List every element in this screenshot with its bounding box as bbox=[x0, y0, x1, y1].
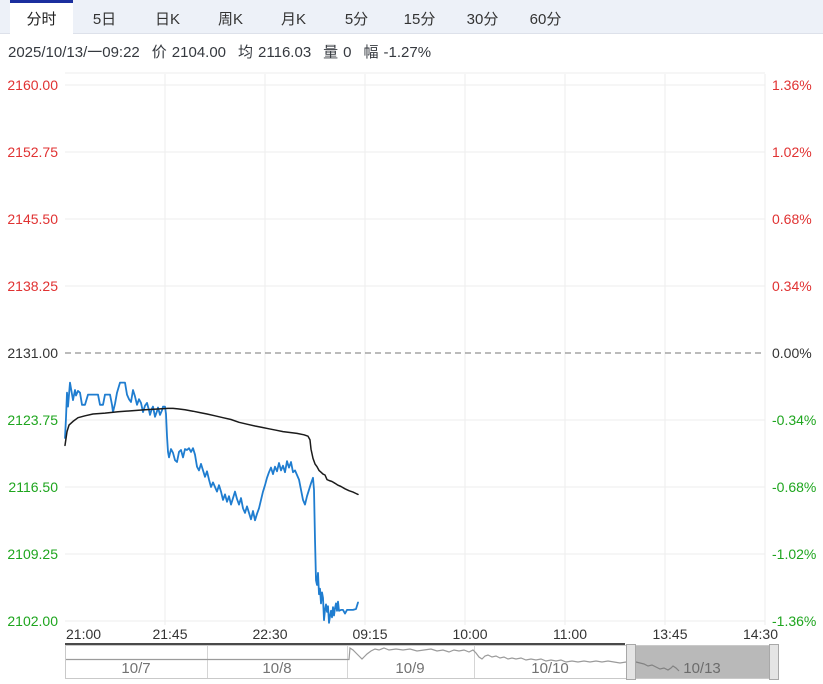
average-line bbox=[64, 407, 359, 496]
tab-日K[interactable]: 日K bbox=[154, 10, 180, 28]
x-axis-line bbox=[65, 643, 625, 645]
tab-月K[interactable]: 月K bbox=[280, 10, 306, 28]
period-tab-bar: 分时 5日 日K 周K 月K 5分 15分 30分 60分 bbox=[0, 0, 823, 34]
y-axis-right-label: 1.02% bbox=[772, 144, 812, 160]
change-label: 幅 bbox=[363, 43, 379, 61]
navigator-cell-divider bbox=[474, 646, 475, 678]
x-axis-label: 10:00 bbox=[452, 626, 487, 642]
price-line bbox=[64, 381, 359, 624]
y-axis-left-label: 2138.25 bbox=[7, 278, 58, 294]
tab-5分[interactable]: 5分 bbox=[344, 10, 369, 28]
y-axis-left-label: 2152.75 bbox=[7, 144, 58, 160]
intraday-chart[interactable]: 2160.00 1.36% 2152.75 1.02% 2145.50 0.68% 2138… bbox=[0, 68, 823, 645]
y-axis-right-label: 0.34% bbox=[772, 278, 812, 294]
quote-change-group: 幅 -1.27% bbox=[364, 41, 432, 62]
x-axis-label: 21:00 bbox=[66, 626, 101, 642]
y-axis-left-label: 2160.00 bbox=[7, 77, 58, 93]
navigator-date-10/13[interactable]: 10/13 bbox=[683, 660, 721, 677]
navigator-date-10/7[interactable]: 10/7 bbox=[121, 660, 151, 677]
volume-value: 0 bbox=[343, 43, 352, 61]
y-axis-right-label: -1.36% bbox=[772, 613, 816, 629]
price-label: 价 bbox=[151, 43, 167, 61]
y-axis-left-label: 2109.25 bbox=[7, 546, 58, 562]
navigator-cell-divider bbox=[207, 646, 208, 678]
navigator-date-10/8[interactable]: 10/8 bbox=[262, 660, 292, 677]
tab-5日[interactable]: 5日 bbox=[92, 10, 117, 28]
y-axis-left-label: 2116.50 bbox=[8, 479, 58, 495]
volume-label: 量 bbox=[323, 43, 339, 61]
navigator-date-10/9[interactable]: 10/9 bbox=[395, 660, 425, 677]
navigator-right-handle[interactable] bbox=[769, 644, 779, 680]
change-value: -1.27% bbox=[383, 43, 432, 61]
navigator-selected-range[interactable] bbox=[636, 646, 769, 678]
y-axis-right-label: 1.36% bbox=[772, 77, 812, 93]
date-range-navigator[interactable]: 10/7 10/8 10/9 10/10 10/13 bbox=[65, 644, 779, 680]
x-axis-label: 11:00 bbox=[553, 626, 587, 642]
navigator-cell-divider bbox=[347, 646, 348, 678]
y-axis-right-label: 0.00% bbox=[772, 345, 812, 361]
y-axis-right-label: -1.02% bbox=[772, 546, 816, 562]
quote-price-group: 价 2104.00 bbox=[152, 41, 226, 62]
x-axis-label: 13:45 bbox=[652, 626, 687, 642]
chart-plot-area[interactable] bbox=[65, 73, 765, 625]
y-axis-left-label: 2145.50 bbox=[7, 211, 58, 227]
y-axis-left-label: 2102.00 bbox=[7, 613, 58, 629]
navigator-left-handle[interactable] bbox=[626, 644, 636, 680]
y-axis-left-label: 2131.00 bbox=[7, 345, 58, 361]
tab-15分[interactable]: 15分 bbox=[403, 10, 436, 28]
tab-60分[interactable]: 60分 bbox=[529, 10, 562, 28]
quote-datetime: 2025/10/13/一09:22 bbox=[8, 43, 140, 61]
y-axis-right-label: -0.34% bbox=[772, 412, 816, 428]
x-axis-label: 09:15 bbox=[352, 626, 387, 642]
x-axis-label: 22:30 bbox=[252, 626, 287, 642]
avg-value: 2116.03 bbox=[258, 43, 312, 61]
y-axis-right-label: 0.68% bbox=[772, 211, 812, 227]
tab-30分[interactable]: 30分 bbox=[466, 10, 499, 28]
tab-分时[interactable]: 分时 bbox=[10, 0, 73, 34]
quote-avg-group: 均 2116.03 bbox=[238, 41, 311, 62]
x-axis-label: 21:45 bbox=[152, 626, 187, 642]
y-axis-left-label: 2123.75 bbox=[7, 412, 58, 428]
x-axis-label: 14:30 bbox=[743, 626, 778, 642]
navigator-date-10/10[interactable]: 10/10 bbox=[531, 660, 569, 677]
tab-周K[interactable]: 周K bbox=[217, 10, 243, 28]
avg-label: 均 bbox=[238, 43, 254, 61]
price-value: 2104.00 bbox=[171, 43, 227, 61]
y-axis-right-label: -0.68% bbox=[772, 479, 816, 495]
sparkline-path bbox=[66, 646, 680, 672]
